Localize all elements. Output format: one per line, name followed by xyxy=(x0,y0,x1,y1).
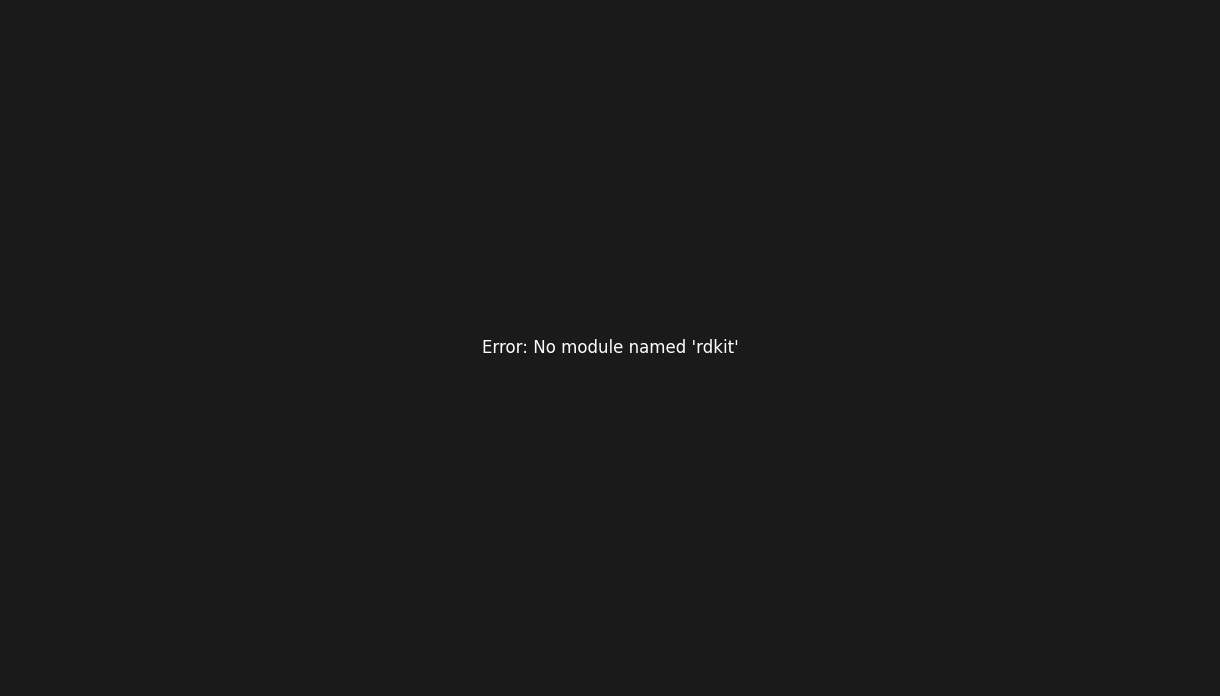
Text: Error: No module named 'rdkit': Error: No module named 'rdkit' xyxy=(482,339,738,357)
